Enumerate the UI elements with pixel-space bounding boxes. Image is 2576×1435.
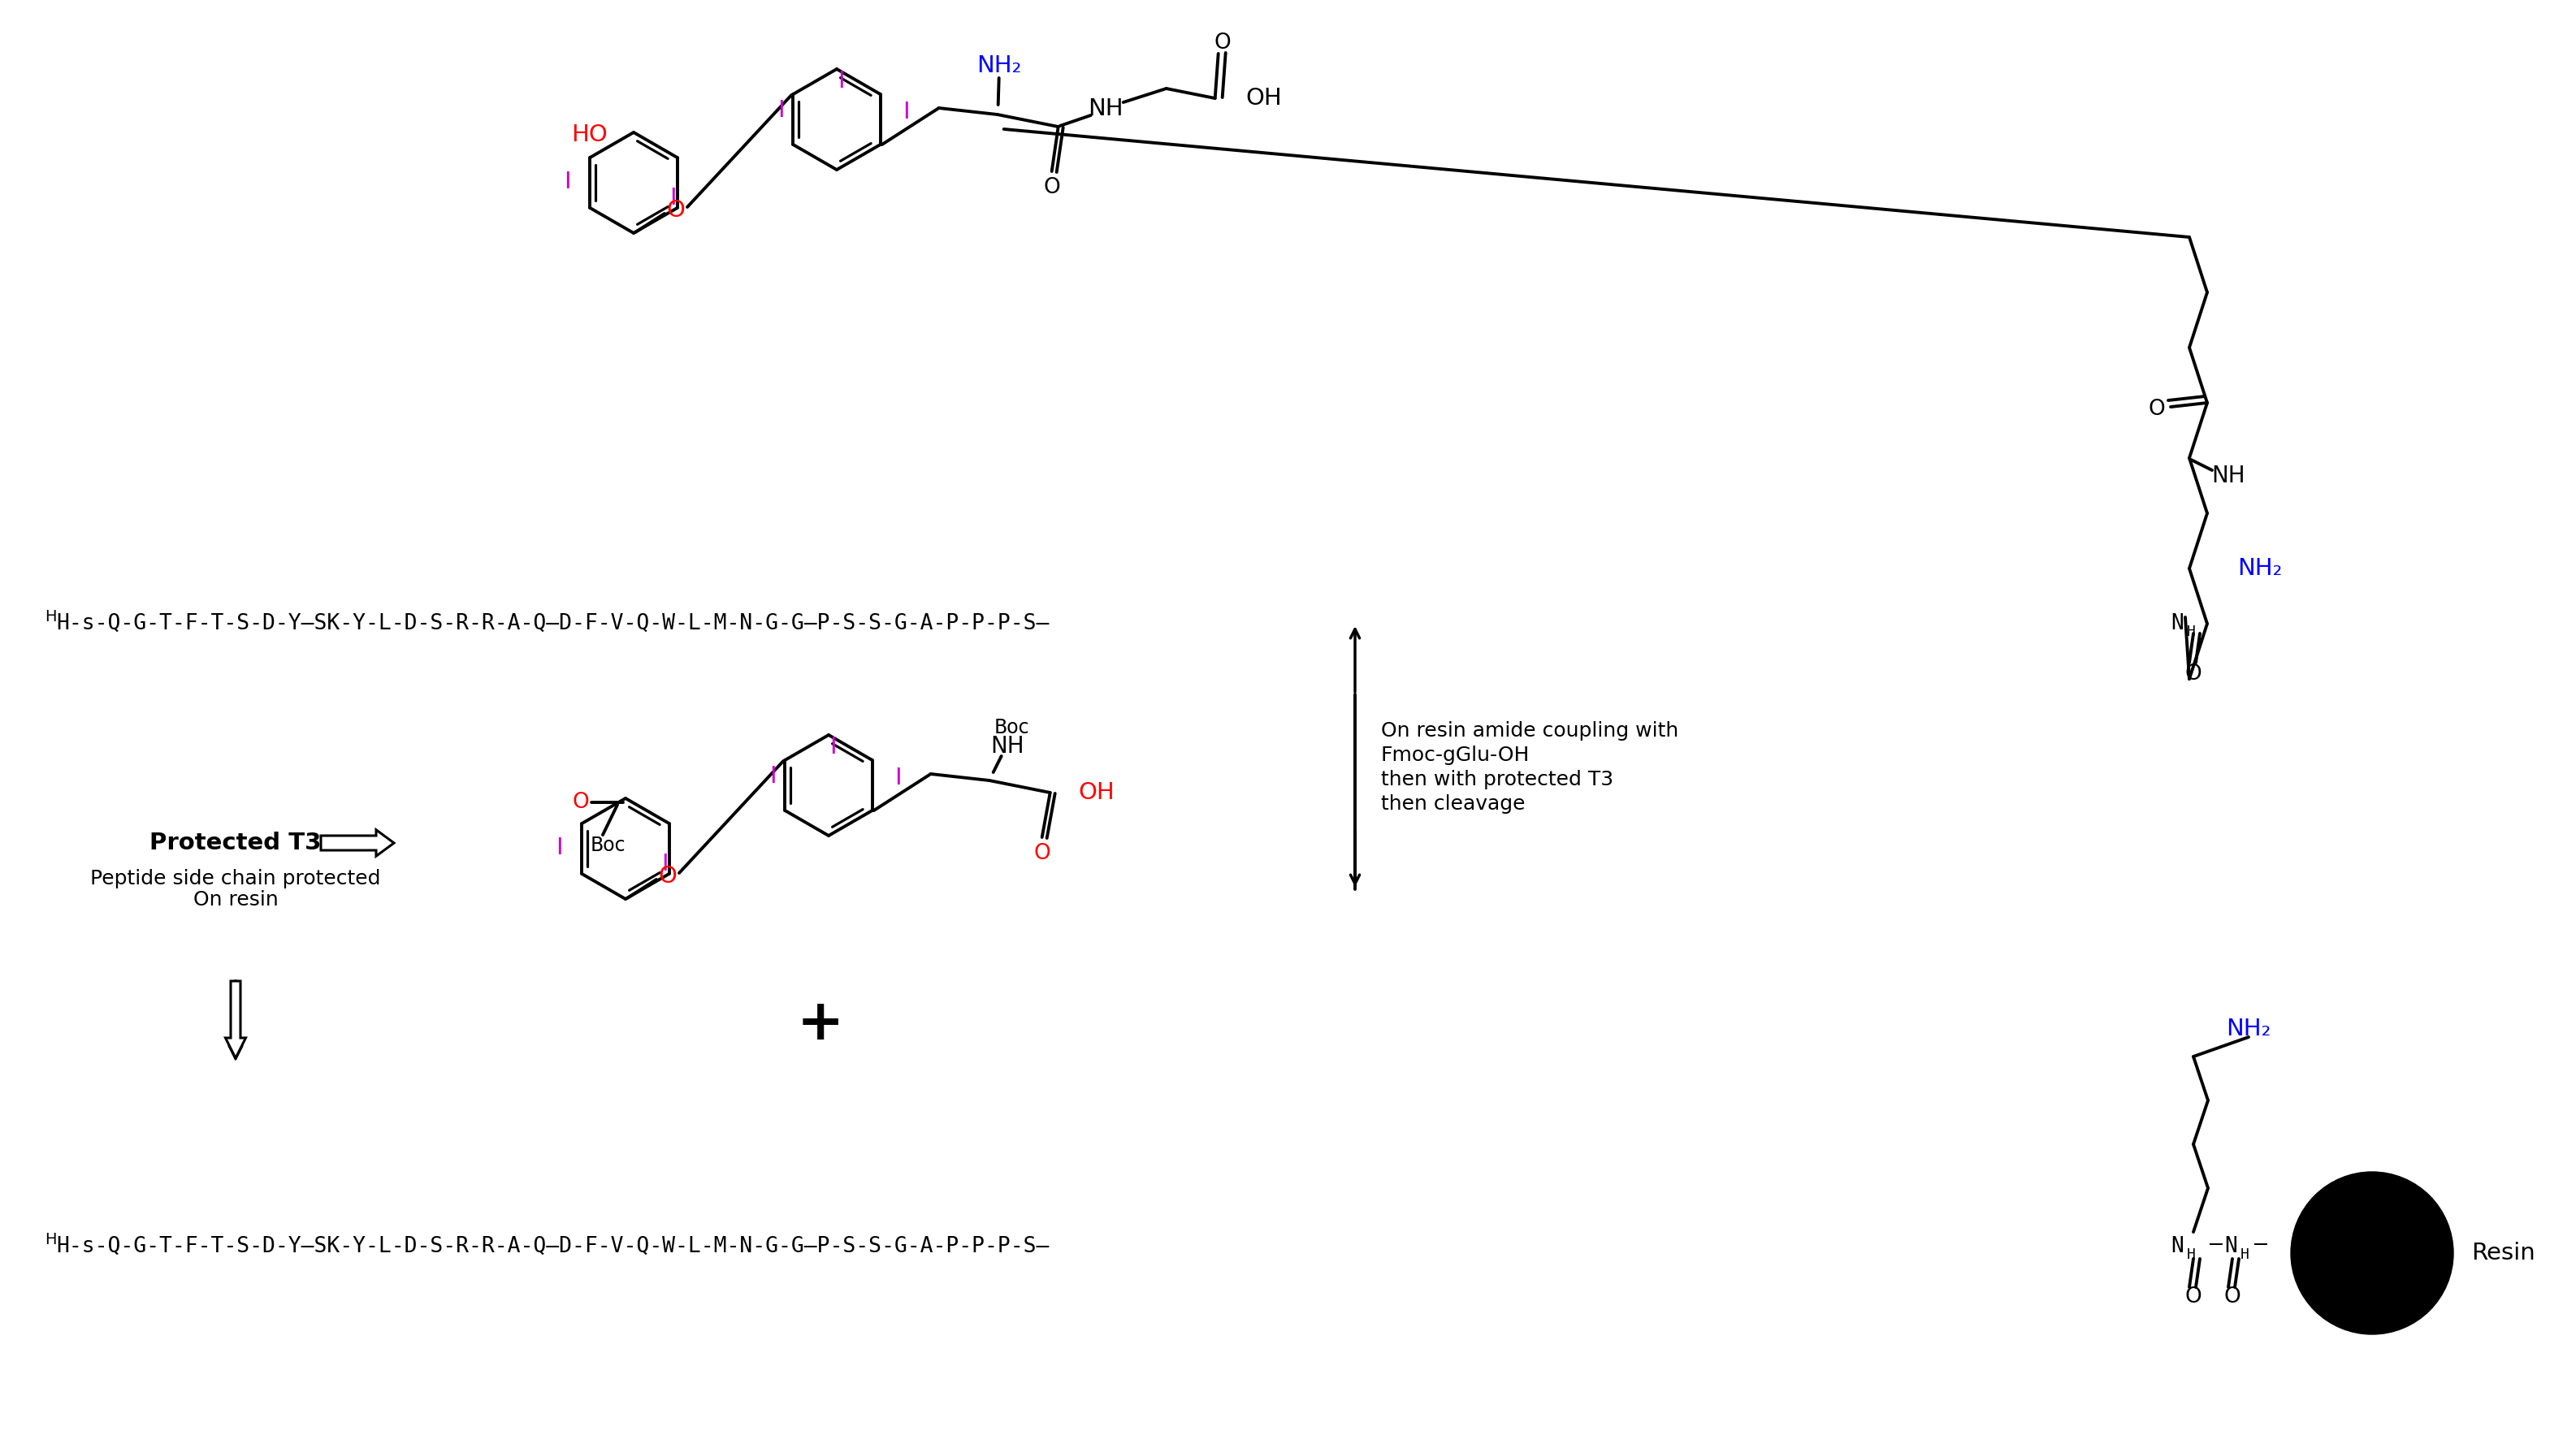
Text: NH₂: NH₂	[2226, 1017, 2272, 1040]
Text: On resin amide coupling with: On resin amide coupling with	[1381, 722, 1680, 740]
Text: I: I	[829, 736, 837, 759]
Text: I: I	[564, 171, 572, 194]
Text: H: H	[2187, 1247, 2195, 1261]
Text: On resin: On resin	[193, 890, 278, 910]
FancyArrow shape	[322, 829, 394, 857]
Text: I: I	[770, 765, 775, 788]
Text: N: N	[2172, 613, 2184, 634]
Text: I: I	[778, 99, 786, 122]
Text: Boc: Boc	[994, 718, 1030, 738]
Text: N: N	[2223, 1236, 2236, 1257]
Text: O: O	[667, 199, 685, 221]
Text: Resin: Resin	[2470, 1241, 2535, 1264]
Circle shape	[2290, 1172, 2452, 1335]
Text: Protected T3: Protected T3	[149, 832, 322, 854]
Text: I: I	[556, 837, 562, 860]
Text: O: O	[2148, 399, 2166, 420]
Text: NH: NH	[1087, 98, 1123, 121]
Text: NH₂: NH₂	[976, 55, 1023, 77]
Text: NH: NH	[2210, 465, 2246, 488]
Text: I: I	[894, 766, 902, 789]
Text: O: O	[2223, 1286, 2241, 1307]
Text: NH₂: NH₂	[2239, 557, 2282, 580]
Text: H-s-Q-G-T-F-T-S-D-Y—SK-Y-L-D-S-R-R-A-Q—D-F-V-Q-W-L-M-N-G-G—P-S-S-G-A-P-P-P-S–: H-s-Q-G-T-F-T-S-D-Y—SK-Y-L-D-S-R-R-A-Q—D…	[57, 613, 1048, 634]
Text: O: O	[2184, 663, 2202, 684]
Text: O: O	[659, 865, 677, 888]
Text: O: O	[572, 792, 590, 812]
Text: I: I	[837, 70, 845, 93]
Text: I: I	[670, 187, 677, 210]
Text: H: H	[44, 608, 57, 624]
Text: I: I	[902, 100, 909, 123]
Text: O: O	[1043, 177, 1061, 198]
Text: O: O	[1213, 33, 1231, 53]
Text: Fmoc-gGlu-OH: Fmoc-gGlu-OH	[1381, 746, 1530, 765]
Text: –: –	[2210, 1234, 2223, 1254]
Text: OH: OH	[1079, 781, 1115, 804]
Text: H: H	[2187, 624, 2195, 639]
Text: +: +	[796, 996, 845, 1050]
Text: HO: HO	[572, 123, 608, 146]
Text: Peptide side chain protected: Peptide side chain protected	[90, 870, 381, 888]
Text: I: I	[662, 852, 670, 875]
Text: H-s-Q-G-T-F-T-S-D-Y—SK-Y-L-D-S-R-R-A-Q—D-F-V-Q-W-L-M-N-G-G—P-S-S-G-A-P-P-P-S–: H-s-Q-G-T-F-T-S-D-Y—SK-Y-L-D-S-R-R-A-Q—D…	[57, 1236, 1048, 1257]
Text: H: H	[44, 1231, 57, 1247]
Text: H: H	[2241, 1247, 2249, 1261]
Text: O: O	[2184, 1286, 2202, 1307]
Text: Boc: Boc	[590, 835, 626, 855]
Text: OH: OH	[1247, 88, 1283, 109]
FancyArrow shape	[227, 982, 245, 1058]
Text: N: N	[2172, 1236, 2184, 1257]
Text: O: O	[1033, 842, 1051, 864]
Text: then cleavage: then cleavage	[1381, 794, 1525, 814]
Text: –: –	[2254, 1234, 2267, 1254]
Text: then with protected T3: then with protected T3	[1381, 771, 1613, 789]
Text: NH: NH	[989, 735, 1025, 758]
